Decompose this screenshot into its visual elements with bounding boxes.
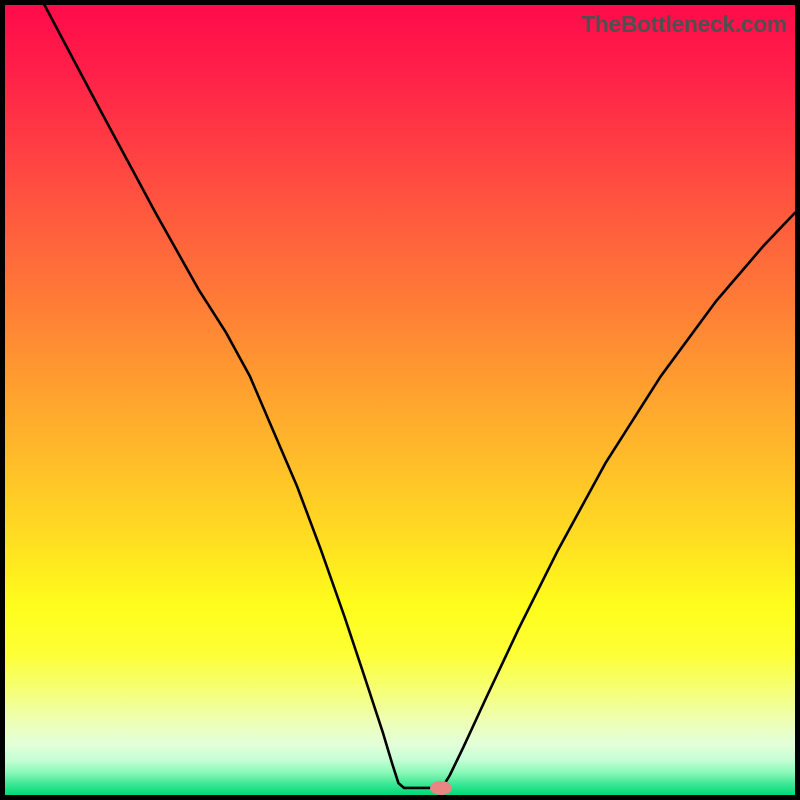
optimal-point-marker (430, 781, 452, 795)
bottleneck-curve (5, 5, 795, 795)
watermark-text: TheBottleneck.com (581, 11, 787, 38)
plot-area: TheBottleneck.com (5, 5, 795, 795)
